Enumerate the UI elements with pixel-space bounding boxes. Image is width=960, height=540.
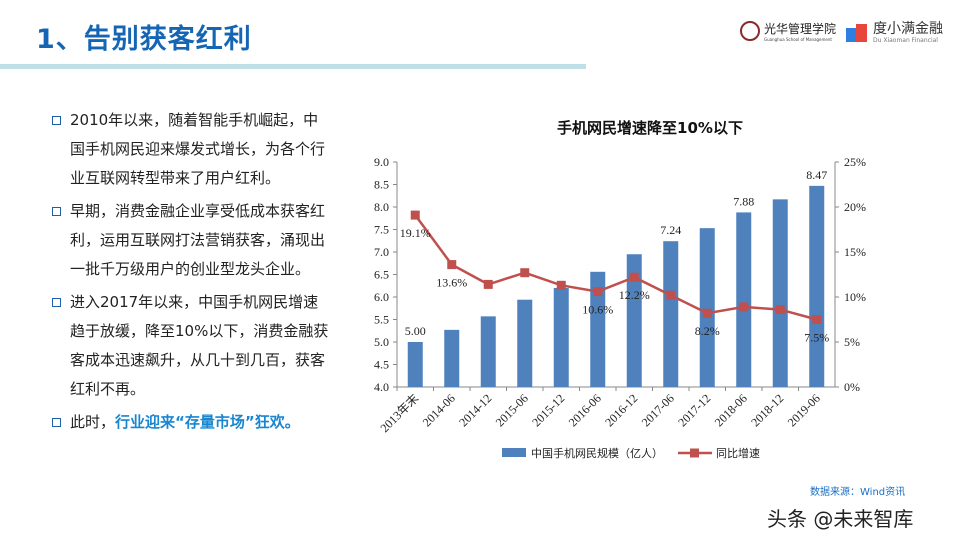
y2-tick-label: 0% (844, 380, 860, 394)
line-marker (702, 308, 712, 318)
x-tick-label: 2015-12 (529, 391, 567, 429)
line-marker (593, 287, 603, 297)
bar-data-label: 5.00 (405, 324, 426, 338)
growth-line (414, 214, 818, 321)
bar-data-label: 8.47 (806, 168, 827, 182)
bar (699, 228, 715, 387)
watermark: 头条 @未来智库 (767, 507, 914, 531)
legend-line-label: 同比增速 (716, 446, 760, 460)
bar (809, 185, 825, 387)
logo-left-text: 光华管理学院 (764, 22, 837, 36)
y-tick-label: 5.0 (374, 335, 389, 349)
line-data-label: 13.6% (436, 276, 467, 290)
bar (626, 254, 642, 387)
bullet-text: 2010年以来，随着智能手机崛起，中国手机网民迎来爆发式增长，为各个行业互联网转… (70, 111, 326, 187)
line-marker (483, 279, 493, 289)
chart-title: 手机网民增速降至10%以下 (557, 119, 743, 137)
y2-tick-label: 5% (844, 335, 860, 349)
y-tick-label: 4.0 (374, 380, 389, 394)
line-data-label: 10.6% (582, 303, 613, 317)
x-tick-label: 2019-06 (785, 391, 823, 429)
checkbox-bullet-icon (52, 116, 61, 125)
checkbox-bullet-icon (52, 207, 61, 216)
y-tick-label: 5.5 (374, 313, 389, 327)
bar (444, 329, 460, 387)
bullet-item: 进入2017年以来，中国手机网民增速趋于放缓，降至10%以下，消费金融获客成本迅… (52, 288, 332, 404)
bar (407, 342, 423, 387)
bullet-text: 此时， (70, 413, 116, 431)
bar (553, 288, 569, 387)
line-data-label: 8.2% (695, 324, 720, 338)
bar (736, 212, 752, 387)
guanghua-logo: 光华管理学院 Guanghua School of Management (740, 20, 836, 42)
line-marker (410, 210, 420, 220)
x-tick-label: 2016-12 (602, 391, 640, 429)
duxiaoman-mark-icon (846, 24, 868, 42)
x-tick-label: 2013年末 (378, 391, 422, 435)
line-marker (666, 290, 676, 300)
x-tick-label: 2017-12 (675, 391, 713, 429)
checkbox-bullet-icon (52, 418, 61, 427)
legend-bar-swatch (502, 448, 526, 457)
line-marker (812, 315, 822, 324)
x-tick-label: 2017-06 (639, 391, 677, 429)
y-tick-label: 7.5 (374, 223, 389, 237)
y-tick-label: 8.5 (374, 178, 389, 192)
line-marker (520, 268, 530, 278)
data-source: 数据来源：Wind资讯 (810, 487, 906, 498)
y2-tick-label: 10% (844, 290, 866, 304)
y2-tick-label: 15% (844, 245, 866, 259)
bullet-item: 早期，消费金融企业享受低成本获客红利，运用互联网打法营销获客，涌现出一批千万级用… (52, 197, 332, 284)
bullet-highlight: 行业迎来“存量市场”狂欢。 (115, 413, 300, 431)
y-tick-label: 7.0 (374, 245, 389, 259)
bar (772, 199, 788, 387)
y2-tick-label: 25% (844, 155, 866, 169)
title-divider (0, 64, 586, 69)
bullet-text: 进入2017年以来，中国手机网民增速趋于放缓，降至10%以下，消费金融获客成本迅… (70, 293, 329, 398)
line-marker (556, 280, 566, 290)
x-tick-label: 2016-06 (566, 391, 604, 429)
y-tick-label: 9.0 (374, 155, 389, 169)
bar (517, 299, 533, 387)
logo-left-en: Guanghua School of Management (764, 37, 832, 42)
y2-tick-label: 20% (844, 200, 866, 214)
logo-right-text: 度小满金融 (873, 21, 943, 37)
logo-right-en: Du Xiaoman Financial (873, 37, 938, 44)
x-tick-label: 2015-06 (493, 391, 531, 429)
bar-data-label: 7.88 (733, 194, 754, 208)
x-tick-label: 2018-12 (748, 391, 786, 429)
bullet-list: 2010年以来，随着智能手机崛起，中国手机网民迎来爆发式增长，为各个行业互联网转… (52, 106, 332, 441)
line-data-label: 12.2% (619, 288, 650, 302)
line-marker (629, 272, 639, 282)
checkbox-bullet-icon (52, 298, 61, 307)
x-tick-label: 2014-12 (456, 391, 494, 429)
page-title: 1、告别获客红利 (36, 24, 252, 55)
legend-bar-label: 中国手机网民规模（亿人） (531, 446, 663, 460)
bar (480, 316, 496, 387)
x-tick-label: 2018-06 (712, 391, 750, 429)
seal-icon (740, 21, 760, 41)
bar (590, 271, 606, 387)
duxiaoman-logo: 度小满金融 Du Xiaoman Financial (846, 22, 943, 44)
x-tick-label: 2014-06 (420, 391, 458, 429)
y-tick-label: 4.5 (374, 358, 389, 372)
line-marker (775, 305, 785, 315)
line-data-label: 19.1% (400, 226, 431, 240)
bullet-text: 早期，消费金融企业享受低成本获客红利，运用互联网打法营销获客，涌现出一批千万级用… (70, 202, 326, 278)
bar-data-label: 7.24 (660, 223, 681, 237)
bar (663, 241, 679, 387)
line-marker (447, 260, 457, 270)
line-marker (739, 302, 749, 312)
legend-line-marker (690, 448, 699, 458)
y-tick-label: 6.5 (374, 268, 389, 282)
bullet-item: 2010年以来，随着智能手机崛起，中国手机网民迎来爆发式增长，为各个行业互联网转… (52, 106, 332, 193)
bullet-item: 此时，行业迎来“存量市场”狂欢。 (52, 408, 332, 437)
line-data-label: 7.5% (804, 331, 829, 345)
y-tick-label: 6.0 (374, 290, 389, 304)
y-tick-label: 8.0 (374, 200, 389, 214)
